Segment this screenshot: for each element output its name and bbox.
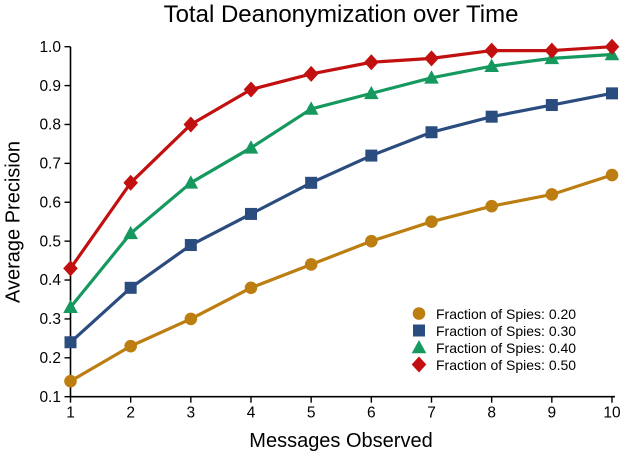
series-line-1 [68,91,614,344]
x-tick-label: 3 [187,405,196,422]
legend-item: Fraction of Spies: 0.20 [408,305,576,322]
legend-marker-triangle-icon [411,340,427,354]
legend-marker-triangle-icon [411,340,427,354]
series-line-0 [68,173,614,383]
legend-marker-circle-icon [412,307,426,320]
series-marker-1 [365,149,378,162]
x-tick-label: 10 [603,405,620,422]
x-tick-label: 5 [307,405,316,422]
series-marker-2 [424,70,439,84]
series-marker-1 [124,281,137,294]
series-marker-2 [63,299,78,314]
series-marker-3 [63,260,78,277]
series-marker-2 [123,225,138,240]
y-tick-label: 0.1 [39,389,61,406]
series-marker-2 [183,175,199,189]
series-marker-2 [303,101,319,115]
series-marker-0 [124,339,137,353]
x-tick-label: 6 [367,405,376,422]
y-axis-label: Average Precision [2,141,25,303]
series-marker-1 [245,207,257,220]
series-marker-3 [484,42,499,59]
series-marker-0 [304,258,318,271]
series-marker-3 [303,65,319,82]
y-tick-label: 0.7 [39,156,61,173]
series-marker-0 [545,188,559,201]
series-marker-2 [484,58,499,72]
y-tick-label: 0.4 [39,272,61,289]
legend-label: Fraction of Spies: 0.30 [436,322,577,339]
series-marker-1 [485,110,498,123]
legend-marker-circle-icon [412,307,426,320]
legend: Fraction of Spies: 0.20 Fraction of Spies… [408,305,576,373]
legend-item: Fraction of Spies: 0.50 [408,356,576,373]
series-marker-3 [544,42,560,59]
series-line-2 [68,52,614,309]
x-tick-label: 4 [247,405,256,422]
series-marker-1 [425,126,438,139]
series-marker-3 [183,116,199,133]
series-marker-1 [545,99,558,112]
x-tick-label: 9 [548,405,557,422]
y-tick-label: 0.2 [39,350,61,367]
y-tick-label: 0.3 [39,311,61,328]
legend-label: Fraction of Spies: 0.40 [436,339,577,356]
legend-label: Fraction of Spies: 0.50 [436,356,577,373]
series-marker-3 [364,54,379,71]
legend-label: Fraction of Spies: 0.20 [436,305,577,322]
legend-marker-diamond-icon [411,356,427,373]
series-marker-3 [604,38,620,55]
series-marker-0 [64,374,77,388]
series-marker-3 [243,81,259,98]
series-marker-1 [606,87,618,100]
series-marker-0 [365,234,378,248]
x-tick-label: 1 [66,405,75,422]
series-marker-3 [424,50,439,67]
series-marker-1 [64,336,77,349]
series-marker-1 [184,239,197,252]
y-tick-label: 0.6 [39,194,61,211]
series-marker-0 [244,281,258,295]
legend-marker-diamond-icon [411,356,427,373]
series-marker-0 [425,215,438,228]
x-axis-label: Messages Observed [249,430,433,452]
legend-marker-square-icon [413,324,425,337]
legend-item: Fraction of Spies: 0.40 [408,339,576,356]
series-marker-2 [364,85,379,100]
series-marker-0 [184,312,198,326]
y-tick-label: 0.5 [39,233,61,250]
x-tick-label: 8 [487,405,496,422]
series-marker-0 [485,199,498,213]
y-tick-label: 0.8 [39,117,61,134]
series-marker-3 [123,174,138,191]
x-tick-label: 2 [126,405,135,422]
series-line-3 [68,45,614,270]
y-tick-label: 1.0 [39,39,61,56]
x-tick-label: 7 [427,405,436,422]
legend-item: Fraction of Spies: 0.30 [408,322,576,339]
series-marker-2 [243,140,259,154]
series-marker-1 [305,176,318,189]
y-tick-label: 0.9 [39,78,61,95]
chart-title: Total Deanonymization over Time [163,1,519,28]
series-marker-0 [605,168,619,182]
legend-marker-square-icon [413,324,425,337]
